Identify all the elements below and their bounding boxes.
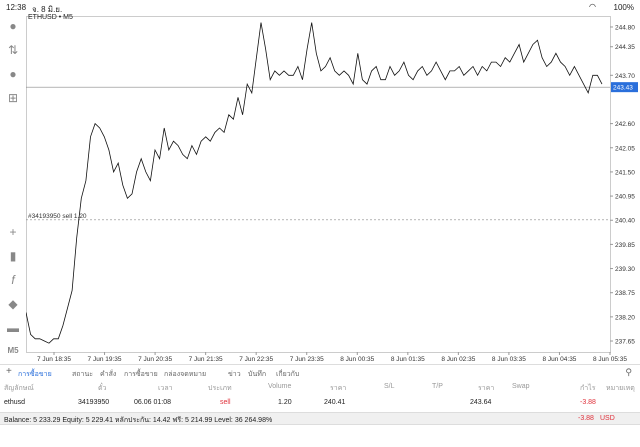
y-tick-label: 238.20 bbox=[615, 314, 635, 321]
chart-type-icon[interactable]: ▬ bbox=[7, 321, 19, 335]
wifi-icon: ◠ bbox=[589, 2, 596, 11]
x-tick-label: 7 Jun 20:35 bbox=[138, 356, 172, 363]
y-tick-label: 244.80 bbox=[615, 24, 635, 31]
status-bar: 12:38 จ. 8 มิ.ย. ◠ 100% bbox=[0, 0, 640, 14]
x-tick-label: 8 Jun 01:35 bbox=[391, 356, 425, 363]
col-symbol: สัญลักษณ์ bbox=[4, 385, 34, 392]
tab-about[interactable]: เกี่ยวกับ bbox=[276, 371, 300, 378]
y-tick-label: 239.30 bbox=[615, 266, 635, 273]
row-current-price: 243.64 bbox=[470, 399, 492, 406]
chat-icon[interactable]: ● bbox=[9, 67, 17, 81]
row-price: 240.41 bbox=[324, 399, 346, 406]
clock: 12:38 bbox=[6, 3, 27, 12]
row-type: sell bbox=[220, 399, 231, 406]
x-tick-label: 7 Jun 22:35 bbox=[239, 356, 273, 363]
col-swap: Swap bbox=[512, 383, 530, 390]
x-tick-label: 7 Jun 18:35 bbox=[37, 356, 71, 363]
col-profit: กำไร bbox=[580, 385, 596, 392]
row-time: 06.06 01:08 bbox=[134, 399, 171, 406]
tab-positions[interactable]: สถานะ bbox=[72, 371, 93, 378]
row-profit: -3.88 bbox=[580, 399, 596, 406]
col-current-price: ราคา bbox=[478, 385, 495, 392]
table-row[interactable]: ethusd 34193950 06.06 01:08 sell 1.20 24… bbox=[0, 397, 640, 411]
y-tick-label: 240.40 bbox=[615, 218, 635, 225]
x-tick-label: 8 Jun 05:35 bbox=[593, 356, 627, 363]
col-volume: Volume bbox=[268, 383, 292, 390]
col-ticket: ตั๋ว bbox=[98, 385, 107, 392]
x-tick-label: 7 Jun 19:35 bbox=[88, 356, 122, 363]
row-volume: 1.20 bbox=[278, 399, 292, 406]
sidebar: ● ⇅ ● ⊞ + ▮ f ◆ ▬ M5 bbox=[0, 14, 26, 356]
row-ticket: 34193950 bbox=[78, 399, 110, 406]
current-price-label: 243.43 bbox=[613, 85, 633, 92]
terminal-tabs: + การซื้อขาย สถานะ คำสั่ง การซื้อขาย กล่… bbox=[0, 364, 640, 380]
col-comment: หมายเหตุ bbox=[606, 385, 635, 392]
x-tick-label: 8 Jun 02:35 bbox=[441, 356, 475, 363]
chart-canvas[interactable]: 244.80 244.35 243.70 242.60 242.05 241.50 240.… bbox=[26, 14, 640, 364]
tab-news[interactable]: ข่าว bbox=[228, 371, 241, 378]
x-tick-label: 7 Jun 21:35 bbox=[189, 356, 223, 363]
table-header: สัญลักษณ์ ตั๋ว เวลา ประเภท Volume ราคา S… bbox=[0, 381, 640, 393]
crosshair-icon[interactable]: + bbox=[9, 225, 17, 239]
x-tick-label: 8 Jun 03:35 bbox=[492, 356, 526, 363]
tab-trade[interactable]: การซื้อขาย bbox=[18, 371, 52, 378]
y-tick-label: 241.50 bbox=[615, 169, 635, 176]
x-tick-label: 7 Jun 23:35 bbox=[290, 356, 324, 363]
balance-summary: Balance: 5 233.29 Equity: 5 229.41 หลักป… bbox=[4, 417, 273, 424]
row-symbol: ethusd bbox=[4, 399, 26, 406]
y-tick-label: 242.05 bbox=[615, 145, 635, 152]
date: จ. 8 มิ.ย. bbox=[32, 5, 63, 14]
price-series-line bbox=[26, 22, 603, 344]
y-tick-label: 242.60 bbox=[615, 121, 635, 128]
col-price: ราคา bbox=[330, 385, 347, 392]
y-tick-label: 244.35 bbox=[615, 44, 635, 51]
user-icon[interactable]: ● bbox=[9, 19, 17, 33]
tab-mailbox[interactable]: กล่องจดหมาย bbox=[164, 371, 207, 378]
col-time: เวลา bbox=[158, 385, 173, 392]
add-order-icon[interactable]: ⊞ bbox=[7, 91, 19, 105]
tab-journal[interactable]: บันทึก bbox=[248, 371, 267, 378]
tab-history[interactable]: การซื้อขาย bbox=[124, 371, 158, 378]
objects-icon[interactable]: ◆ bbox=[8, 297, 18, 311]
symbol-label: ETHUSD • M5 bbox=[28, 14, 73, 21]
current-price-tag bbox=[611, 82, 638, 93]
account-icon[interactable]: ⚲ bbox=[625, 367, 632, 377]
battery-indicator: 100% bbox=[613, 3, 634, 12]
candles-icon[interactable]: ▮ bbox=[9, 249, 17, 263]
y-tick-label: 237.65 bbox=[615, 339, 635, 346]
order-line-label: #34193950 sell 1.20 bbox=[28, 213, 87, 220]
y-tick-label: 239.85 bbox=[615, 242, 635, 249]
tab-orders[interactable]: คำสั่ง bbox=[100, 371, 117, 378]
plot-frame bbox=[26, 16, 611, 353]
plus-icon[interactable]: + bbox=[6, 366, 12, 377]
balance-bar: Balance: 5 233.29 Equity: 5 229.41 หลักป… bbox=[0, 412, 640, 425]
deal-icon[interactable]: ⇅ bbox=[7, 43, 19, 57]
col-sl: S/L bbox=[384, 383, 395, 390]
col-tp: T/P bbox=[432, 383, 443, 390]
function-icon[interactable]: f bbox=[11, 273, 15, 287]
total-profit: -3.88 bbox=[578, 415, 594, 422]
timeframe-button[interactable]: M5 bbox=[7, 345, 19, 355]
y-tick-label: 243.70 bbox=[615, 73, 635, 80]
y-tick-label: 238.75 bbox=[615, 290, 635, 297]
y-tick-label: 240.95 bbox=[615, 194, 635, 201]
x-tick-label: 8 Jun 00:35 bbox=[340, 356, 374, 363]
currency-label: USD bbox=[600, 415, 615, 422]
col-type: ประเภท bbox=[208, 385, 232, 392]
x-tick-label: 8 Jun 04:35 bbox=[542, 356, 576, 363]
price-chart[interactable]: 244.80 244.35 243.70 242.60 242.05 241.50 240.… bbox=[26, 14, 640, 364]
